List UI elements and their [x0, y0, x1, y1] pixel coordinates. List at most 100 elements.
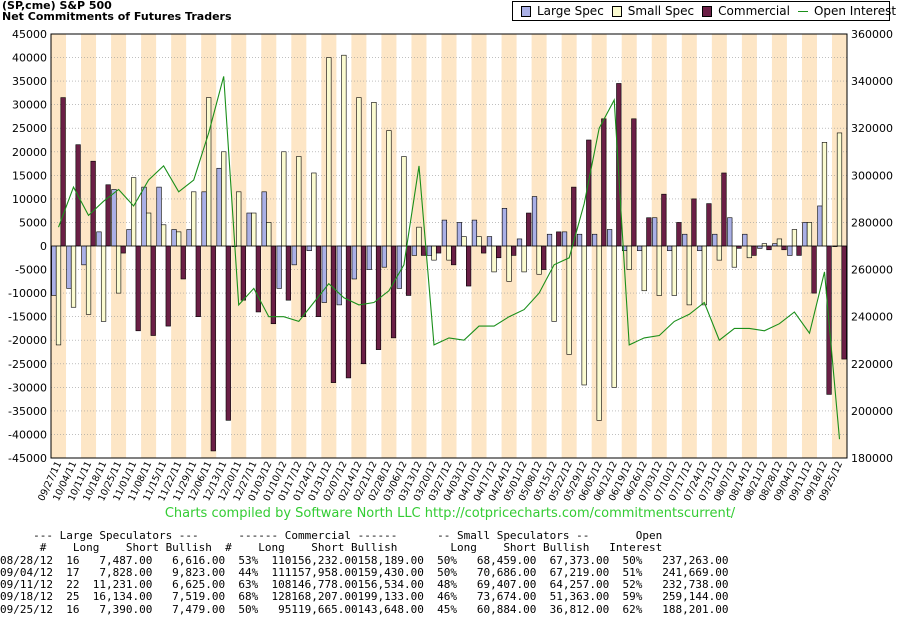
bar-large-spec	[757, 245, 763, 249]
bar-large-spec	[381, 245, 387, 268]
bar-large-spec	[441, 219, 448, 247]
positions-table: --- Large Speculators --- ------ Commerc…	[0, 529, 900, 616]
y2-tick-label: 280000	[851, 216, 893, 229]
bar-large-spec	[51, 245, 57, 296]
bar-large-spec	[712, 233, 718, 247]
bar-small-spec	[431, 245, 437, 261]
bar-commercial	[541, 245, 547, 270]
table-row: 09/18/12 25 16,134.00 7,519.00 68% 12816…	[0, 590, 729, 604]
y2-tick-label: 200000	[851, 405, 893, 418]
bar-large-spec	[742, 233, 748, 247]
bar-large-spec	[306, 245, 312, 252]
table-row: 09/04/12 17 7,828.00 9,823.00 44% 111157…	[0, 565, 729, 579]
bar-large-spec	[456, 222, 463, 247]
chart-subtitle: Net Commitments of Futures Traders	[2, 10, 232, 23]
bar-small-spec	[626, 245, 632, 270]
bar-commercial	[105, 184, 111, 247]
open-interest-line	[57, 76, 841, 440]
bar-small-spec	[566, 245, 572, 355]
bar-large-spec	[471, 219, 478, 247]
bar-commercial	[796, 245, 802, 256]
y2-tick-label: 180000	[851, 452, 893, 465]
bar-large-spec	[411, 245, 417, 256]
bar-large-spec	[96, 231, 102, 247]
table-header-2: # Long Short Bullish # Long Short Bullis…	[0, 541, 663, 555]
bar-large-spec	[351, 245, 357, 280]
bar-commercial	[315, 245, 322, 317]
y-tick-label: -35000	[8, 405, 47, 418]
y-tick-label: -25000	[8, 358, 47, 371]
y2-tick-label: 340000	[851, 75, 893, 88]
bar-commercial	[721, 172, 727, 247]
y-tick-label: 10000	[12, 193, 47, 206]
bar-commercial	[90, 160, 96, 247]
y-tick-label: -45000	[8, 452, 47, 465]
legend: Large Spec Small Spec Commercial Open In…	[512, 1, 896, 21]
y-tick-label: 35000	[12, 75, 47, 88]
bar-small-spec	[296, 156, 302, 247]
y-tick-label: -5000	[15, 264, 47, 277]
table-row: 09/11/12 22 11,231.00 6,625.00 63% 10814…	[0, 578, 729, 592]
table-row: 09/25/12 16 7,390.00 7,479.00 50% 95119,…	[0, 602, 729, 616]
bar-commercial	[481, 245, 487, 254]
bar-commercial	[526, 212, 532, 247]
bar-commercial	[330, 245, 337, 383]
bar-large-spec	[787, 245, 793, 256]
y-tick-label: 45000	[12, 28, 47, 41]
bar-large-spec	[501, 208, 508, 247]
y-tick-label: -40000	[8, 428, 47, 441]
bar-large-spec	[802, 222, 808, 247]
y-tick-label: 20000	[12, 146, 47, 159]
legend-item-large-spec: Large Spec	[521, 4, 604, 18]
legend-label-open-interest: Open Interest	[813, 4, 897, 18]
credit-line: Charts compiled by Software North LLC ht…	[164, 506, 736, 521]
legend-label-commercial: Commercial	[718, 4, 790, 18]
bar-commercial	[811, 245, 817, 294]
bar-commercial	[661, 193, 667, 247]
bar-small-spec	[386, 130, 392, 247]
bar-large-spec	[291, 245, 297, 266]
bar-large-spec	[772, 243, 778, 247]
bar-small-spec	[596, 245, 602, 421]
bar-small-spec	[791, 229, 798, 247]
bar-small-spec	[416, 226, 422, 247]
bar-large-spec	[727, 217, 733, 247]
bar-commercial	[841, 245, 847, 360]
bar-small-spec	[131, 177, 137, 247]
bar-small-spec	[236, 191, 242, 247]
bar-large-spec	[591, 233, 598, 247]
bar-small-spec	[746, 245, 752, 259]
bar-small-spec	[356, 97, 362, 247]
bar-small-spec	[521, 245, 527, 273]
bar-large-spec	[81, 245, 87, 266]
bar-small-spec	[191, 191, 197, 247]
bar-commercial	[601, 118, 607, 247]
y2-tick-label: 220000	[851, 358, 893, 371]
y-tick-label: -20000	[8, 334, 47, 347]
bar-commercial	[736, 245, 742, 249]
y2-tick-label: 240000	[851, 311, 893, 324]
bar-small-spec	[281, 151, 287, 247]
bar-large-spec	[156, 186, 162, 247]
bar-commercial	[60, 97, 66, 247]
bar-commercial	[496, 245, 502, 259]
bar-commercial	[766, 245, 772, 251]
table-row: 08/28/12 16 7,487.00 6,616.00 53% 110156…	[0, 553, 729, 567]
bar-large-spec	[216, 167, 222, 247]
bar-small-spec	[701, 245, 707, 306]
bar-small-spec	[656, 245, 662, 296]
y2-tick-label: 300000	[851, 169, 893, 182]
bar-large-spec	[396, 245, 402, 289]
legend-label-large-spec: Large Spec	[537, 4, 604, 18]
bar-small-spec	[506, 245, 512, 282]
bar-large-spec	[261, 191, 267, 247]
bar-small-spec	[551, 245, 557, 322]
bar-small-spec	[716, 245, 722, 261]
bar-small-spec	[206, 97, 212, 247]
y-tick-label: -15000	[8, 311, 47, 324]
bar-commercial	[676, 222, 682, 247]
bar-large-spec	[186, 229, 192, 247]
bar-commercial	[616, 83, 622, 247]
bar-large-spec	[321, 245, 327, 303]
bar-small-spec	[671, 245, 677, 296]
